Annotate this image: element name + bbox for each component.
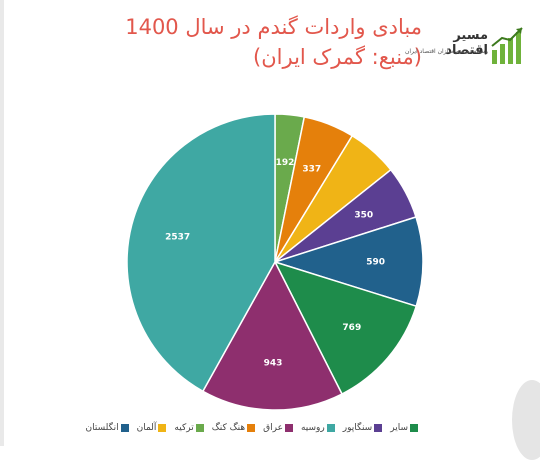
legend-swatch [327, 424, 335, 432]
pie-chart: 192 337 350 590 769 943 2537 [0, 0, 540, 446]
legend-item[interactable]: عراق [263, 423, 293, 433]
legend-swatch [196, 424, 204, 432]
legend-label: هنگ کنگ [212, 423, 245, 433]
legend-label: آلمان [137, 423, 157, 433]
legend-item[interactable]: سایر [390, 423, 418, 433]
data-label-6: 943 [264, 359, 283, 369]
legend-swatch [285, 424, 293, 432]
legend-label: عراق [263, 423, 283, 433]
data-label-1: 337 [302, 164, 321, 174]
chart-frame: مبادی واردات گندم در سال 1400 (منبع: گمر… [0, 0, 540, 446]
data-label-7: 2537 [165, 233, 190, 243]
legend-item[interactable]: انگلستان [86, 423, 129, 433]
legend-item[interactable]: سنگاپور [343, 423, 382, 433]
legend-swatch [247, 424, 255, 432]
legend-item[interactable]: آلمان [137, 423, 167, 433]
legend-item[interactable]: روسیه [301, 423, 335, 433]
legend-label: انگلستان [86, 423, 119, 433]
data-label-0: 192 [276, 158, 295, 168]
legend-swatch [374, 424, 382, 432]
legend-swatch [410, 424, 418, 432]
chart-legend: سایرسنگاپورروسیهعراقهنگ کنگترکیهآلمانانگ… [128, 420, 418, 436]
data-label-3: 350 [354, 211, 373, 221]
legend-label: سنگاپور [343, 423, 372, 433]
legend-label: سایر [390, 423, 408, 433]
legend-swatch [121, 424, 129, 432]
data-label-5: 769 [342, 323, 361, 333]
legend-item[interactable]: ترکیه [174, 423, 203, 433]
legend-item[interactable]: هنگ کنگ [212, 423, 255, 433]
data-label-4: 590 [366, 258, 385, 268]
legend-label: روسیه [301, 423, 325, 433]
legend-swatch [158, 424, 166, 432]
legend-label: ترکیه [174, 423, 193, 433]
